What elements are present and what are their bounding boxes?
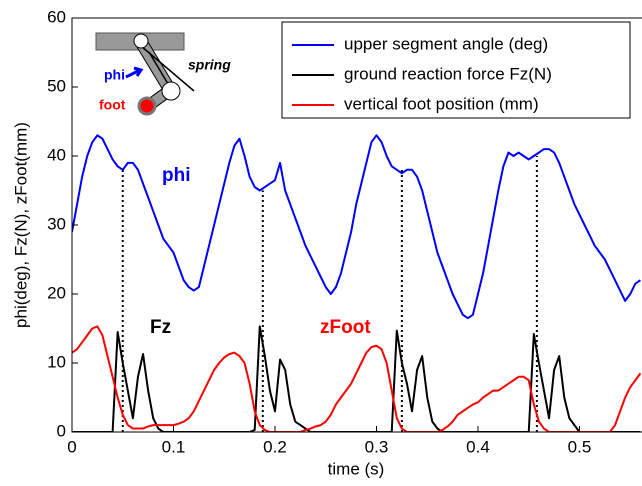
legend-label: ground reaction force Fz(N) <box>344 64 552 83</box>
inset-joint <box>161 81 181 101</box>
plot-area <box>72 134 642 432</box>
annotation: phi <box>162 165 191 186</box>
x-tick-label: 0.3 <box>365 437 389 456</box>
inset-label: spring <box>188 57 231 73</box>
annotation: Fz <box>150 317 171 338</box>
y-tick-label: 60 <box>47 7 66 26</box>
inset-joint <box>133 33 149 49</box>
legend-label: vertical foot position (mm) <box>344 94 539 113</box>
legend-label: upper segment angle (deg) <box>344 34 548 53</box>
inset-diagram: phi spring foot <box>95 32 231 116</box>
inset-foot <box>137 96 157 116</box>
x-tick-label: 0.1 <box>162 437 186 456</box>
y-axis-label: phi(deg), Fz(N), zFoot(mm) <box>11 122 30 328</box>
series-line <box>72 134 641 320</box>
legend: upper segment angle (deg) ground reaction… <box>281 21 631 119</box>
inset-label: phi <box>104 67 125 83</box>
annotation: zFoot <box>320 317 371 338</box>
y-tick-label: 40 <box>47 145 66 164</box>
y-tick-label: 30 <box>47 214 66 233</box>
inset-arrow <box>125 66 144 79</box>
series-line <box>72 325 642 432</box>
y-tick-label: 10 <box>47 352 66 371</box>
x-tick-label: 0 <box>67 437 76 456</box>
x-axis-label: time (s) <box>328 459 385 478</box>
x-tick-label: 0.2 <box>263 437 287 456</box>
y-tick-label: 50 <box>47 76 66 95</box>
y-tick-label: 20 <box>47 283 66 302</box>
series-line <box>72 325 641 432</box>
x-tick-label: 0.5 <box>568 437 592 456</box>
y-tick-label: 0 <box>57 421 66 440</box>
inset-label: foot <box>99 97 126 113</box>
legend-box <box>281 21 631 119</box>
x-tick-label: 0.4 <box>466 437 490 456</box>
